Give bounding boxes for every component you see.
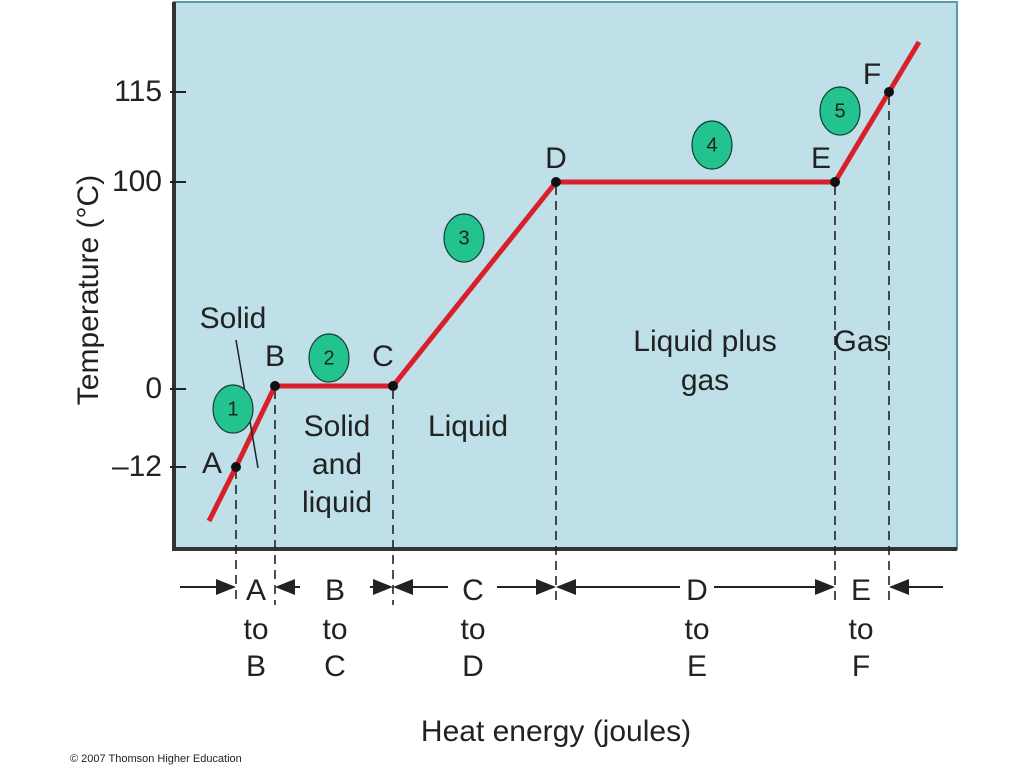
interval-label: B — [325, 574, 345, 607]
interval-label: F — [852, 650, 870, 683]
step-number: 4 — [706, 134, 717, 156]
step-badge — [212, 384, 254, 434]
point-label: B — [265, 340, 285, 373]
region-label: Gas — [833, 325, 888, 358]
step-number: 2 — [323, 347, 334, 369]
y-tick-label: 100 — [112, 165, 162, 198]
point-label: D — [545, 142, 567, 175]
y-tick-label: –12 — [112, 450, 162, 483]
region-label: Liquid plus — [633, 325, 776, 358]
interval-label: E — [851, 574, 871, 607]
point — [551, 177, 561, 187]
step-badge — [819, 86, 861, 136]
step-badges: 1 2 3 4 5 — [212, 86, 861, 434]
step-badge — [308, 333, 350, 383]
x-axis-title: Heat energy (joules) — [421, 715, 691, 748]
interval-label: D — [686, 574, 708, 607]
copyright: © 2007 Thomson Higher Education — [70, 753, 242, 765]
plot-area — [173, 1, 958, 550]
interval-label: C — [462, 574, 484, 607]
heating-curve-line — [206, 40, 922, 523]
region-label: Solid — [200, 302, 267, 335]
curve-points — [231, 87, 894, 472]
interval-label: E — [687, 650, 707, 683]
point — [270, 381, 280, 391]
step-number: 5 — [834, 100, 845, 122]
region-label: Liquid — [428, 410, 508, 443]
step-badge — [443, 213, 485, 263]
step-number: 1 — [227, 398, 238, 420]
step-number: 3 — [458, 227, 469, 249]
interval-label: C — [324, 650, 346, 683]
point-label: F — [863, 58, 881, 91]
point-label: C — [372, 340, 394, 373]
interval-label: to — [684, 613, 709, 646]
interval-label: to — [460, 613, 485, 646]
step-badge — [691, 120, 733, 170]
region-label: gas — [681, 364, 729, 397]
interval-labels: A to B B to C C to D D to E E to F — [243, 574, 873, 683]
region-label: liquid — [302, 486, 372, 519]
point — [830, 177, 840, 187]
point — [388, 381, 398, 391]
interval-label: A — [246, 574, 266, 607]
region-label: and — [312, 448, 362, 481]
interval-label: B — [246, 650, 266, 683]
interval-label: to — [322, 613, 347, 646]
y-tick-label: 115 — [114, 75, 162, 108]
point — [884, 87, 894, 97]
y-axis-title: Temperature (°C) — [72, 175, 105, 405]
interval-label: to — [243, 613, 268, 646]
region-label: Solid — [304, 410, 371, 443]
y-tick-label: 0 — [145, 372, 162, 405]
interval-label: to — [848, 613, 873, 646]
point-label: A — [202, 447, 222, 480]
y-ticks: 115 100 0 –12 — [112, 75, 186, 483]
point — [231, 462, 241, 472]
interval-label: D — [462, 650, 484, 683]
dashed-guides — [235, 96, 890, 605]
point-label: E — [811, 142, 831, 175]
